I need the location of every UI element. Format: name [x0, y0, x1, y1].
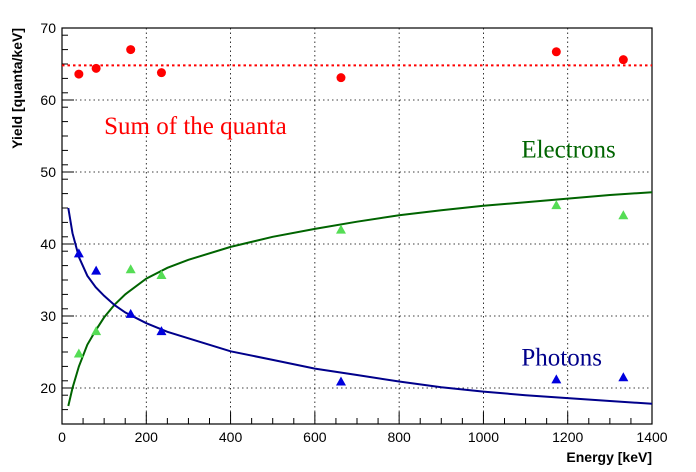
photon-point: [156, 326, 167, 336]
y-tick-label: 60: [40, 92, 56, 108]
y-tick-label: 40: [40, 236, 56, 252]
electrons-fit-curve: [67, 191, 653, 407]
x-axis-title: Energy [keV]: [566, 449, 652, 465]
electron-point: [73, 348, 84, 358]
tick-labels: 0 200 400 600 800 1000 1200 1400 20 30 40 50 60 70: [40, 20, 667, 445]
photon-point: [551, 374, 562, 384]
photon-point: [91, 265, 102, 275]
annotation-photons: Photons: [521, 345, 602, 372]
x-tick-label: 800: [387, 429, 411, 445]
grid: [62, 28, 652, 424]
x-tick-label: 200: [135, 429, 159, 445]
x-tick-label: 1400: [636, 429, 667, 445]
electron-point: [618, 210, 629, 220]
axis-ticks: [61, 27, 653, 424]
photons-fit-curve: [67, 207, 653, 405]
sum-point: [336, 73, 346, 83]
y-tick-label: 30: [40, 308, 56, 324]
photon-point: [73, 248, 84, 258]
electron-point: [91, 326, 102, 336]
x-tick-label: 400: [219, 429, 243, 445]
x-tick-label: 600: [303, 429, 327, 445]
electron-point: [335, 224, 346, 234]
electron-point: [125, 264, 136, 274]
y-tick-label: 20: [40, 380, 56, 396]
data-points: [73, 45, 629, 386]
photon-point: [618, 372, 629, 382]
photon-point: [125, 308, 136, 318]
electron-point: [551, 200, 562, 210]
sum-point: [551, 47, 561, 57]
y-tick-label: 70: [40, 20, 56, 36]
x-tick-label: 1200: [552, 429, 583, 445]
x-tick-label: 0: [58, 429, 66, 445]
electron-point: [156, 269, 167, 279]
annotation-electrons: Electrons: [521, 137, 615, 164]
y-tick-label: 50: [40, 164, 56, 180]
sum-point: [126, 45, 136, 55]
y-axis-title: Yield [quanta/keV]: [9, 28, 25, 149]
photon-point: [335, 376, 346, 386]
annotation-sum-of-quanta: Sum of the quanta: [104, 113, 287, 140]
fit-lines: [62, 64, 653, 407]
sum-point: [618, 55, 628, 65]
sum-point: [74, 69, 84, 79]
sum-point: [156, 68, 166, 78]
sum-point: [91, 63, 101, 73]
x-tick-label: 1000: [468, 429, 499, 445]
